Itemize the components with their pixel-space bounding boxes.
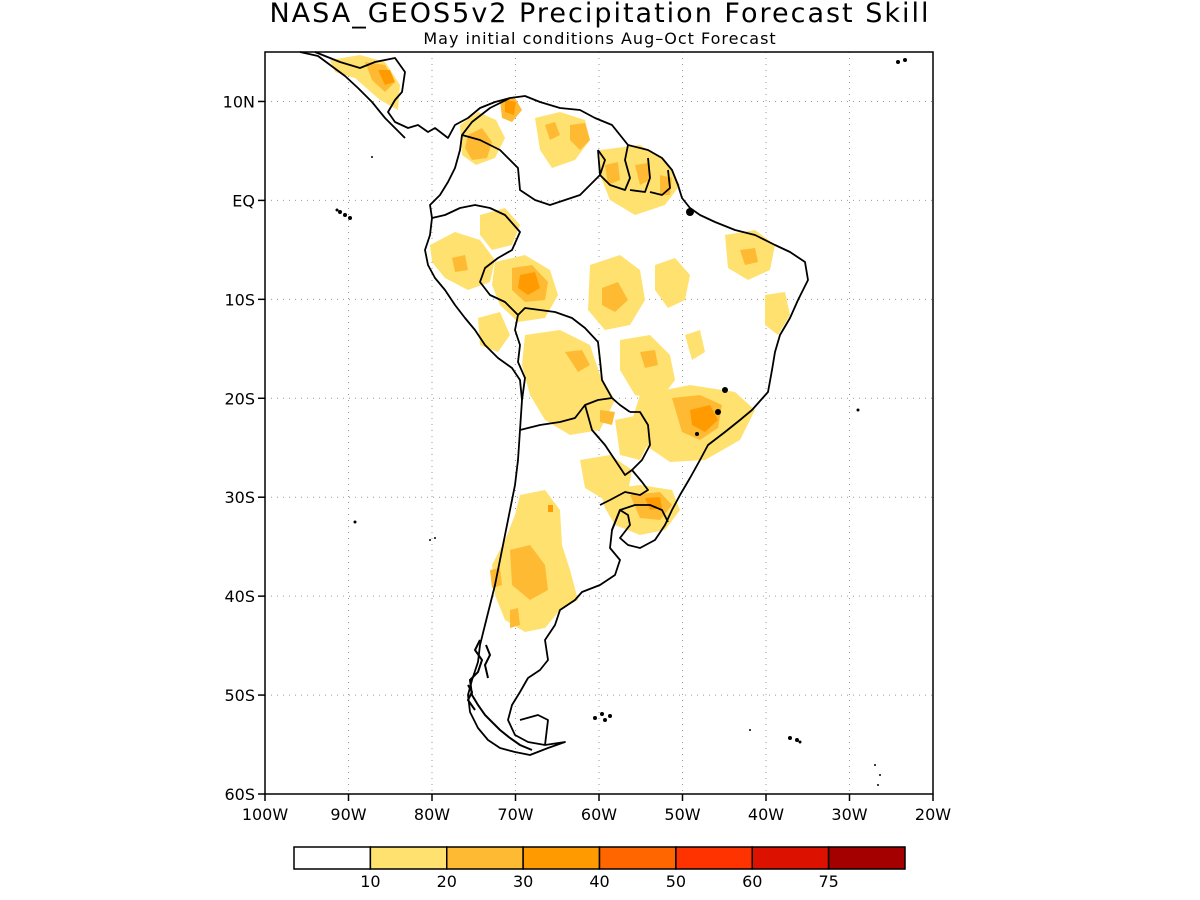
islands: [335, 58, 907, 786]
lat-tick-label: 10N: [223, 92, 255, 111]
lon-tick-label: 50W: [664, 805, 700, 824]
colorbar-label: 40: [589, 872, 609, 891]
colorbar-swatch: [598, 846, 677, 870]
lat-tick-label: EQ: [232, 191, 255, 210]
colorbar-label: 50: [666, 872, 686, 891]
colorbar-label: 30: [513, 872, 533, 891]
lon-tick-label: 20W: [915, 805, 951, 824]
map-title: NASA_GEOS5v2 Precipitation Forecast Skil…: [269, 0, 931, 29]
lat-tick-label: 50S: [224, 686, 255, 705]
colorbar-label: 60: [742, 872, 762, 891]
continent-outlines: [299, 51, 809, 756]
lon-tick-label: 60W: [581, 805, 617, 824]
map-subtitle: May initial conditions Aug–Oct Forecast: [423, 29, 777, 48]
colorbar-label: 10: [360, 872, 380, 891]
colorbar-swatch: [522, 846, 601, 870]
lon-tick-label: 40W: [748, 805, 784, 824]
lat-tick-label: 30S: [224, 488, 255, 507]
lon-tick-label: 100W: [242, 805, 289, 824]
lat-tick-label: 40S: [224, 587, 255, 606]
lat-tick-label: 10S: [224, 290, 255, 309]
colorbar-swatch: [369, 846, 448, 870]
colorbar: 10 20 30 40 50 60 75: [293, 846, 906, 891]
longitude-axis: 100W 90W 80W 70W 60W 50W 40W 30W 20W: [242, 794, 951, 824]
colorbar-swatch: [751, 846, 830, 870]
gridlines: [265, 52, 933, 794]
colorbar-swatch: [675, 846, 753, 870]
colorbar-swatch: [827, 846, 906, 870]
latitude-axis: 10N EQ 10S 20S 30S 40S 50S 60S: [223, 92, 265, 804]
lon-tick-label: 90W: [330, 805, 366, 824]
colorbar-swatch: [446, 846, 524, 870]
lon-tick-label: 30W: [831, 805, 867, 824]
lat-tick-label: 60S: [224, 785, 255, 804]
colorbar-swatch: [293, 846, 372, 870]
map-plot-area: [264, 51, 934, 795]
skill-patches-30-40: [378, 70, 718, 512]
colorbar-label: 75: [818, 872, 838, 891]
lon-tick-label: 80W: [414, 805, 450, 824]
lon-tick-label: 70W: [497, 805, 533, 824]
lat-tick-label: 20S: [224, 389, 255, 408]
chile-archipelago: [466, 639, 533, 751]
colorbar-label: 20: [437, 872, 457, 891]
